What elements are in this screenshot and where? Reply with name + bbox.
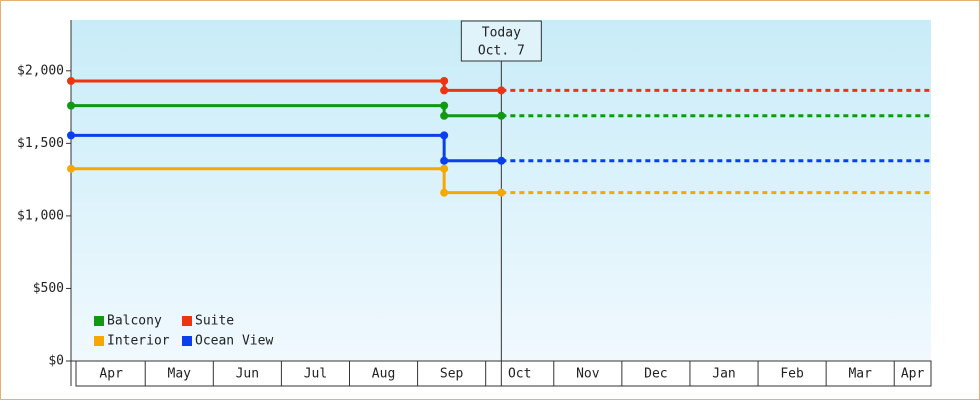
- x-tick-label: Sep: [440, 367, 464, 382]
- month-row: [75, 360, 932, 387]
- price-point: [440, 86, 449, 95]
- x-tick-label: Oct: [508, 367, 531, 382]
- y-tick-label: $1,000: [17, 208, 64, 223]
- x-tick-label: Jun: [236, 367, 259, 382]
- x-tick-label: Aug: [372, 367, 395, 382]
- price-line: [71, 133, 502, 163]
- legend-label: Balcony: [107, 314, 162, 329]
- y-tick-label: $2,000: [17, 63, 64, 78]
- y-tick-label: $0: [48, 354, 64, 369]
- x-tick-label: Apr: [99, 367, 123, 382]
- x-tick-label: May: [168, 367, 192, 382]
- legend-swatch: [94, 316, 104, 326]
- price-point: [497, 156, 506, 165]
- price-point: [497, 188, 506, 197]
- legend-label: Ocean View: [195, 334, 273, 349]
- price-point: [67, 76, 75, 85]
- price-point: [67, 131, 75, 140]
- price-point: [440, 164, 449, 173]
- x-tick-label: Jan: [712, 367, 735, 382]
- price-line: [71, 79, 502, 92]
- price-point: [440, 131, 449, 140]
- x-tick-label: Mar: [848, 367, 872, 382]
- today-label: Today: [482, 26, 521, 41]
- price-point: [67, 101, 75, 110]
- x-tick-label: Apr: [901, 367, 925, 382]
- price-point: [497, 86, 506, 95]
- legend-label: Suite: [195, 314, 234, 329]
- legend-swatch: [94, 336, 104, 346]
- y-tick-label: $500: [33, 281, 64, 296]
- x-tick-label: Jul: [304, 367, 327, 382]
- price-point: [440, 76, 449, 85]
- price-line: [71, 104, 502, 118]
- y-tick-label: $1,500: [17, 136, 64, 151]
- price-line: [71, 167, 502, 195]
- legend-swatch: [182, 336, 192, 346]
- today-box: [460, 20, 542, 62]
- price-point: [497, 111, 506, 120]
- today-label: Oct. 7: [478, 44, 525, 59]
- x-tick-label: Dec: [644, 367, 667, 382]
- price-point: [440, 111, 449, 120]
- x-tick-label: Feb: [780, 367, 804, 382]
- price-point: [440, 188, 449, 197]
- price-point: [67, 164, 75, 173]
- legend-swatch: [182, 316, 192, 326]
- x-tick-label: Nov: [576, 367, 600, 382]
- price-point: [440, 101, 449, 110]
- price-point: [440, 156, 449, 165]
- legend-label: Interior: [107, 334, 170, 349]
